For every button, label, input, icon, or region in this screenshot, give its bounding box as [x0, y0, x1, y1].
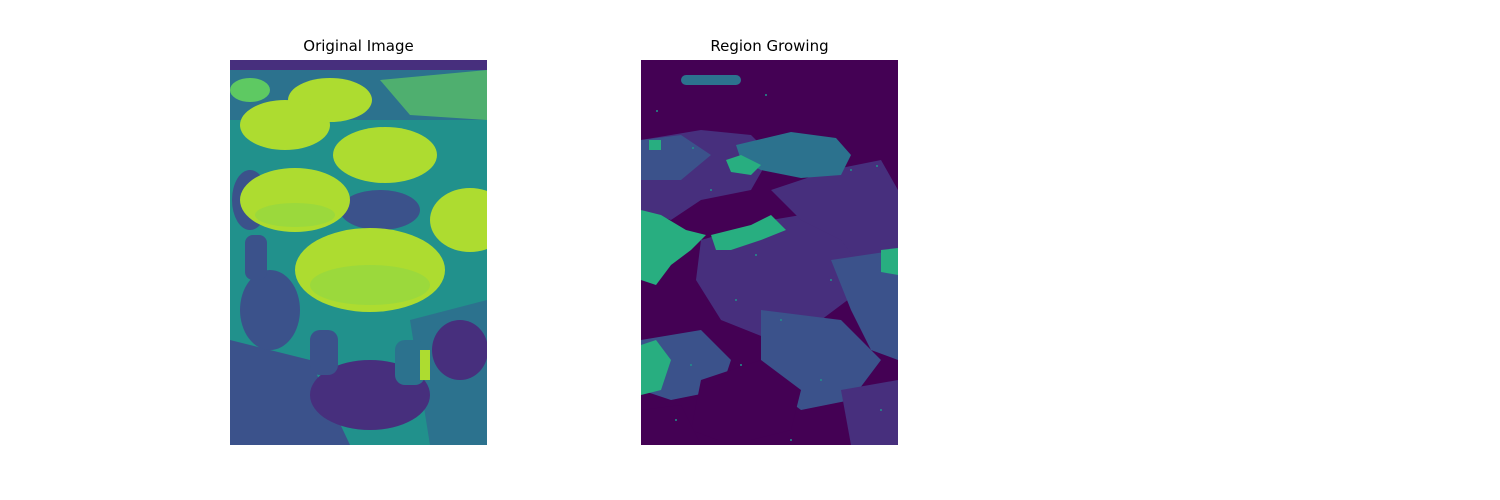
original-image-title: Original Image [303, 37, 414, 55]
region-growing-image [641, 60, 898, 445]
original-image [230, 60, 487, 445]
region-growing-title: Region Growing [710, 37, 829, 55]
